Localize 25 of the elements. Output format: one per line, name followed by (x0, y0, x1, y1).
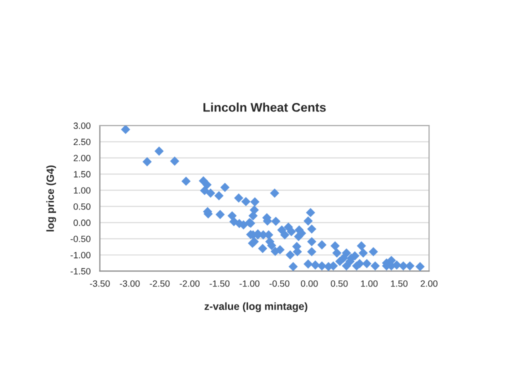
y-tick-label: -1.50 (70, 268, 90, 274)
y-tick-label: 0.50 (74, 203, 90, 210)
x-tick-label: -2.50 (150, 280, 170, 287)
y-axis-title: log price (G4) (46, 165, 56, 232)
x-tick-label: -3.00 (120, 280, 140, 287)
x-tick-label: -1.50 (210, 280, 230, 287)
x-tick-label: -3.50 (90, 280, 110, 287)
y-tick-label: 2.50 (74, 138, 90, 146)
x-tick-label: -0.50 (270, 280, 290, 287)
y-tick-label: 1.00 (74, 187, 90, 194)
y-tick-label: -0.50 (70, 236, 90, 242)
x-tick-label: -1.00 (240, 280, 260, 287)
y-tick-label: 1.50 (74, 171, 90, 178)
y-tick-label: 0.00 (74, 220, 90, 226)
x-axis-title: z-value (log mintage) (204, 302, 308, 312)
x-tick-label: 1.00 (361, 280, 378, 287)
y-tick-label: 3.00 (74, 122, 90, 129)
y-tick-label: 2.00 (74, 154, 90, 162)
x-tick-label: -2.00 (180, 280, 200, 287)
x-tick-label: 1.50 (391, 280, 408, 287)
x-tick-label: 0.50 (330, 280, 348, 287)
x-tick-label: 0.00 (300, 280, 318, 287)
y-tick-label: -1.00 (70, 252, 90, 258)
chart-title: Lincoln Wheat Cents (203, 102, 326, 112)
x-tick-label: 2.00 (420, 280, 438, 287)
